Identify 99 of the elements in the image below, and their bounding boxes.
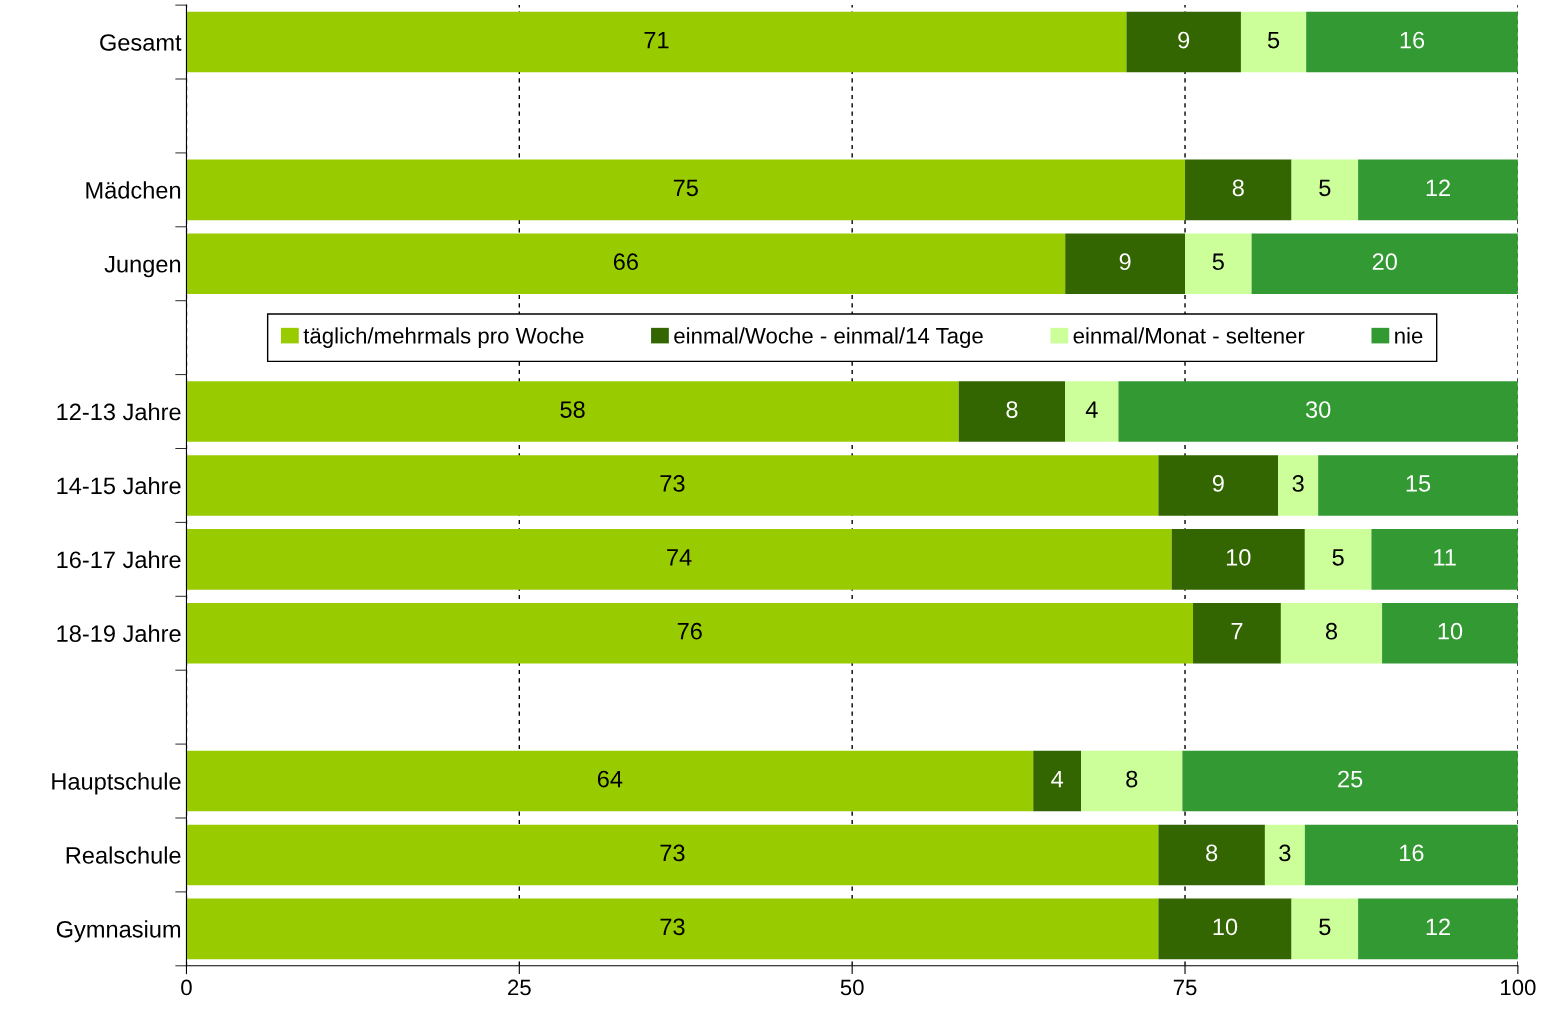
y-tick-label: Realschule bbox=[66, 846, 181, 864]
bar bbox=[958, 381, 1066, 442]
bar bbox=[186, 602, 1194, 664]
bar bbox=[1158, 898, 1292, 960]
data-label: 25 bbox=[1338, 770, 1363, 788]
data-label: 5 bbox=[1319, 179, 1331, 197]
data-label: 16 bbox=[1400, 844, 1424, 862]
legend-label: einmal/Woche - einmal/14 Tage bbox=[674, 327, 983, 349]
data-label: 3 bbox=[1292, 475, 1304, 492]
bar bbox=[186, 381, 959, 442]
data-label: 74 bbox=[667, 549, 692, 566]
data-label: 10 bbox=[1226, 548, 1251, 566]
bar bbox=[186, 898, 1159, 960]
data-label: 9 bbox=[1119, 253, 1131, 271]
data-label: 76 bbox=[677, 622, 702, 640]
bar bbox=[1304, 824, 1518, 886]
y-tick-label: Gymnasium bbox=[56, 920, 181, 943]
data-label: 12 bbox=[1426, 918, 1450, 935]
data-label: 11 bbox=[1434, 549, 1456, 566]
bar bbox=[1081, 750, 1183, 812]
bar bbox=[1171, 529, 1305, 590]
data-label: 5 bbox=[1212, 253, 1224, 271]
data-label: 5 bbox=[1332, 549, 1344, 566]
bar bbox=[1033, 750, 1082, 812]
data-label: 4 bbox=[1051, 770, 1064, 788]
bar bbox=[1278, 455, 1319, 516]
data-label: 8 bbox=[1232, 179, 1244, 197]
bar bbox=[1185, 159, 1292, 221]
bar bbox=[186, 529, 1172, 590]
legend-label: täglich/mehrmals pro Woche bbox=[303, 327, 584, 349]
x-tick-label: 25 bbox=[508, 979, 531, 996]
bar bbox=[1182, 750, 1518, 812]
bar bbox=[186, 233, 1066, 295]
data-label: 73 bbox=[660, 844, 685, 862]
y-tick-label: 14-15 Jahre bbox=[57, 476, 181, 495]
bar bbox=[1158, 824, 1265, 886]
bar bbox=[1280, 602, 1383, 664]
y-tick-label: 18-19 Jahre bbox=[57, 624, 181, 643]
data-label: 8 bbox=[1206, 844, 1218, 862]
data-label: 73 bbox=[660, 475, 685, 492]
x-tick-label: 75 bbox=[1173, 979, 1197, 996]
y-tick-label: 12-13 Jahre bbox=[57, 403, 181, 421]
data-label: 12 bbox=[1426, 179, 1450, 196]
x-tick-label: 50 bbox=[840, 979, 864, 996]
bar bbox=[1240, 11, 1307, 73]
x-tick-label: 0 bbox=[181, 979, 192, 996]
y-tick-label: Mädchen bbox=[86, 181, 181, 199]
data-label: 9 bbox=[1212, 475, 1224, 492]
bar bbox=[186, 824, 1159, 886]
x-tick-label: 100 bbox=[1501, 979, 1536, 996]
bar bbox=[1251, 233, 1518, 295]
bar bbox=[1193, 602, 1281, 664]
y-tick-label: Hauptschule bbox=[52, 772, 181, 795]
data-label: 20 bbox=[1372, 253, 1397, 271]
bar bbox=[1306, 11, 1518, 73]
data-label: 71 bbox=[644, 31, 669, 49]
data-label: 8 bbox=[1126, 770, 1138, 788]
bar bbox=[186, 159, 1186, 221]
legend-label: nie bbox=[1395, 327, 1423, 344]
legend-label: einmal/Monat - seltener bbox=[1073, 327, 1305, 344]
data-label: 3 bbox=[1279, 844, 1291, 862]
data-label: 64 bbox=[597, 770, 623, 788]
bar bbox=[186, 750, 1034, 812]
data-label: 5 bbox=[1319, 918, 1331, 936]
data-label: 9 bbox=[1178, 31, 1190, 49]
data-label: 16 bbox=[1400, 31, 1425, 49]
bar bbox=[1358, 898, 1518, 960]
bar bbox=[1065, 381, 1119, 442]
data-label: 10 bbox=[1213, 918, 1238, 936]
y-tick-label: Jungen bbox=[104, 256, 181, 278]
bar bbox=[1291, 159, 1359, 221]
bar bbox=[1318, 455, 1518, 516]
bar bbox=[1264, 824, 1305, 886]
data-label: 66 bbox=[613, 253, 638, 271]
y-tick-label: 16-17 Jahre bbox=[57, 550, 181, 569]
bar bbox=[1158, 455, 1279, 516]
data-label: 5 bbox=[1267, 31, 1280, 49]
data-label: 10 bbox=[1438, 622, 1463, 640]
data-label: 73 bbox=[660, 918, 685, 936]
bar bbox=[1185, 233, 1252, 295]
data-label: 7 bbox=[1231, 623, 1243, 640]
bar bbox=[1371, 529, 1518, 590]
data-label: 58 bbox=[560, 401, 585, 418]
data-label: 75 bbox=[673, 179, 698, 197]
bar bbox=[1358, 159, 1518, 221]
bar bbox=[1382, 602, 1518, 664]
data-label: 4 bbox=[1085, 401, 1098, 418]
data-label: 8 bbox=[1325, 622, 1338, 640]
bar bbox=[186, 455, 1159, 516]
data-label: 15 bbox=[1406, 475, 1431, 492]
bar bbox=[1304, 529, 1372, 590]
bar bbox=[186, 11, 1127, 73]
bar bbox=[1118, 381, 1518, 442]
data-label: 30 bbox=[1305, 401, 1331, 418]
bar bbox=[1291, 898, 1359, 960]
data-label: 8 bbox=[1006, 401, 1018, 418]
bar bbox=[1126, 11, 1241, 73]
bar bbox=[1065, 233, 1186, 295]
y-tick-label: Gesamt bbox=[100, 34, 182, 51]
